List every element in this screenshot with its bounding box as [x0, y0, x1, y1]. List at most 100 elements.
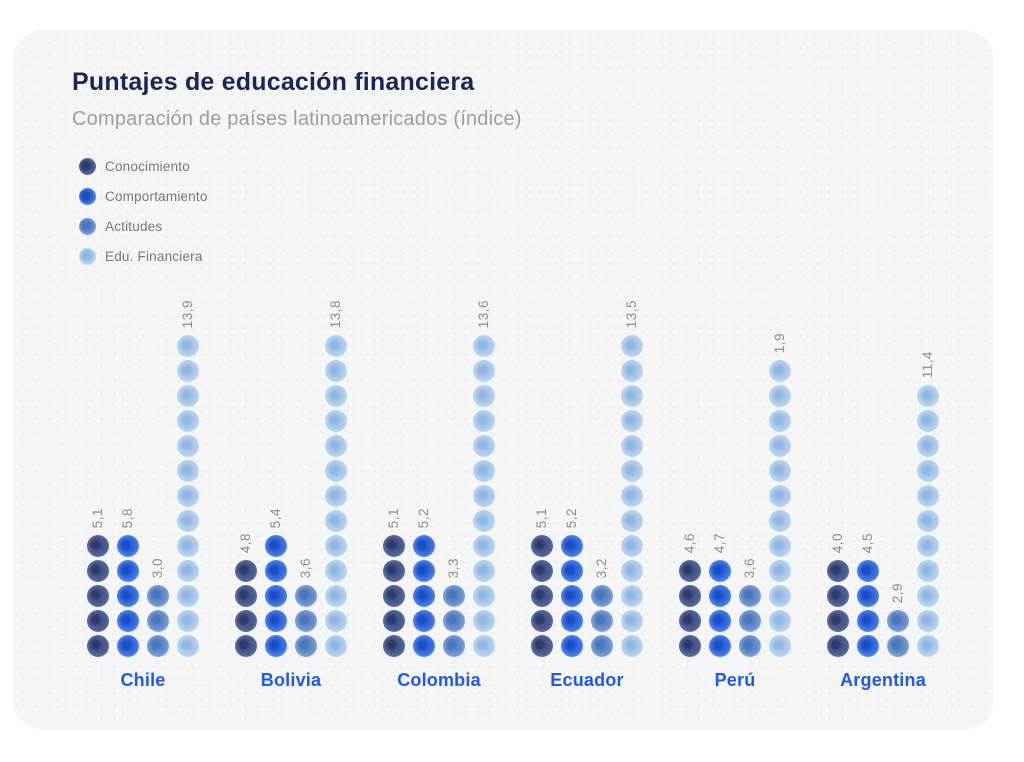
- dot-edu-financiera: [473, 335, 495, 357]
- dot-actitudes: [443, 635, 465, 657]
- column-per-comportamiento: 4,7: [709, 533, 731, 657]
- dot-conocimiento: [531, 560, 553, 582]
- dot-actitudes: [147, 610, 169, 632]
- value-label-chile-comportamiento: 5,8: [120, 507, 136, 528]
- legend-dot-comportamiento-icon: [79, 188, 96, 205]
- column-chile-actitudes: 3,0: [147, 558, 169, 657]
- dot-conocimiento: [235, 585, 257, 607]
- dot-actitudes: [591, 610, 613, 632]
- dot-edu-financiera: [473, 560, 495, 582]
- dot-edu-financiera: [917, 410, 939, 432]
- dot-edu-financiera: [769, 460, 791, 482]
- dot-comportamiento: [265, 560, 287, 582]
- dot-conocimiento: [531, 535, 553, 557]
- dot-conocimiento: [531, 610, 553, 632]
- dot-conocimiento: [531, 635, 553, 657]
- dot-comportamiento: [117, 635, 139, 657]
- columns-colombia: 5,1 5,2 3,3 13,6: [383, 300, 495, 657]
- dot-edu-financiera: [177, 560, 199, 582]
- column-chile-edu-financiera: 13,9: [177, 300, 199, 657]
- chart-subtitle: Comparación de países latinoamericados (…: [72, 108, 522, 130]
- dot-edu-financiera: [177, 610, 199, 632]
- value-label-colombia-edu-financiera: 13,6: [476, 299, 492, 328]
- dot-edu-financiera: [177, 510, 199, 532]
- value-label-bolivia-edu-financiera: 13,8: [328, 299, 344, 328]
- column-ecuador-edu-financiera: 13,5: [621, 300, 643, 657]
- dot-actitudes: [739, 585, 761, 607]
- dot-comportamiento: [857, 585, 879, 607]
- dot-edu-financiera: [177, 385, 199, 407]
- dot-comportamiento: [265, 610, 287, 632]
- dot-comportamiento: [265, 585, 287, 607]
- dot-edu-financiera: [177, 435, 199, 457]
- column-colombia-edu-financiera: 13,6: [473, 300, 495, 657]
- dot-edu-financiera: [769, 510, 791, 532]
- value-label-bolivia-conocimiento: 4,8: [238, 532, 254, 553]
- legend-item-conocimiento: Conocimiento: [79, 158, 208, 175]
- dot-edu-financiera: [621, 360, 643, 382]
- dot-edu-financiera: [473, 635, 495, 657]
- dot-edu-financiera: [325, 410, 347, 432]
- value-label-ecuador-comportamiento: 5,2: [564, 507, 580, 528]
- column-colombia-actitudes: 3,3: [443, 558, 465, 657]
- dot-edu-financiera: [325, 610, 347, 632]
- column-ecuador-conocimiento: 5,1: [531, 508, 553, 657]
- chart-card: Puntajes de educación financiera Compara…: [13, 30, 994, 730]
- legend-label: Conocimiento: [105, 159, 190, 174]
- dot-conocimiento: [87, 535, 109, 557]
- dot-edu-financiera: [917, 435, 939, 457]
- dot-comportamiento: [265, 635, 287, 657]
- dot-actitudes: [887, 635, 909, 657]
- dot-edu-financiera: [769, 385, 791, 407]
- dot-edu-financiera: [325, 485, 347, 507]
- column-bolivia-edu-financiera: 13,8: [325, 300, 347, 657]
- dot-conocimiento: [383, 610, 405, 632]
- dot-edu-financiera: [917, 460, 939, 482]
- dot-edu-financiera: [473, 385, 495, 407]
- dot-conocimiento: [679, 585, 701, 607]
- dot-comportamiento: [857, 635, 879, 657]
- dot-comportamiento: [857, 560, 879, 582]
- column-per-edu-financiera: 1,9: [769, 333, 791, 657]
- country-group-argentina: 4,0 4,5 2,9 11,4 Argentina: [827, 351, 939, 692]
- dot-edu-financiera: [917, 560, 939, 582]
- value-label-per-edu-financiera: 1,9: [772, 332, 788, 353]
- dot-edu-financiera: [769, 635, 791, 657]
- value-label-chile-actitudes: 3,0: [150, 557, 166, 578]
- dot-comportamiento: [561, 610, 583, 632]
- dot-conocimiento: [531, 585, 553, 607]
- value-label-per-comportamiento: 4,7: [712, 532, 728, 553]
- dot-edu-financiera: [621, 410, 643, 432]
- dot-edu-financiera: [621, 560, 643, 582]
- dot-comportamiento: [413, 585, 435, 607]
- dot-edu-financiera: [325, 335, 347, 357]
- dot-edu-financiera: [621, 485, 643, 507]
- country-label-ecuador: Ecuador: [550, 670, 624, 690]
- dot-conocimiento: [679, 610, 701, 632]
- dot-conocimiento: [235, 560, 257, 582]
- value-label-argentina-edu-financiera: 11,4: [920, 350, 936, 378]
- dot-edu-financiera: [621, 385, 643, 407]
- dot-edu-financiera: [177, 585, 199, 607]
- column-chile-comportamiento: 5,8: [117, 508, 139, 657]
- dot-edu-financiera: [917, 535, 939, 557]
- value-label-ecuador-edu-financiera: 13,5: [624, 299, 640, 328]
- dot-edu-financiera: [621, 535, 643, 557]
- dot-edu-financiera: [621, 610, 643, 632]
- columns-chile: 5,1 5,8 3,0 13,9: [87, 300, 199, 657]
- dot-edu-financiera: [769, 535, 791, 557]
- column-per-conocimiento: 4,6: [679, 533, 701, 657]
- dot-edu-financiera: [621, 335, 643, 357]
- column-argentina-actitudes: 2,9: [887, 583, 909, 657]
- dot-edu-financiera: [917, 385, 939, 407]
- legend: Conocimiento Comportamiento Actitudes Ed…: [79, 158, 208, 278]
- country-label-argentina: Argentina: [840, 670, 926, 690]
- column-bolivia-conocimiento: 4,8: [235, 533, 257, 657]
- dot-comportamiento: [413, 635, 435, 657]
- column-ecuador-actitudes: 3,2: [591, 558, 613, 657]
- dot-edu-financiera: [177, 635, 199, 657]
- dot-actitudes: [295, 585, 317, 607]
- column-colombia-comportamiento: 5,2: [413, 508, 435, 657]
- dot-comportamiento: [413, 535, 435, 557]
- legend-dot-conocimiento-icon: [79, 158, 96, 175]
